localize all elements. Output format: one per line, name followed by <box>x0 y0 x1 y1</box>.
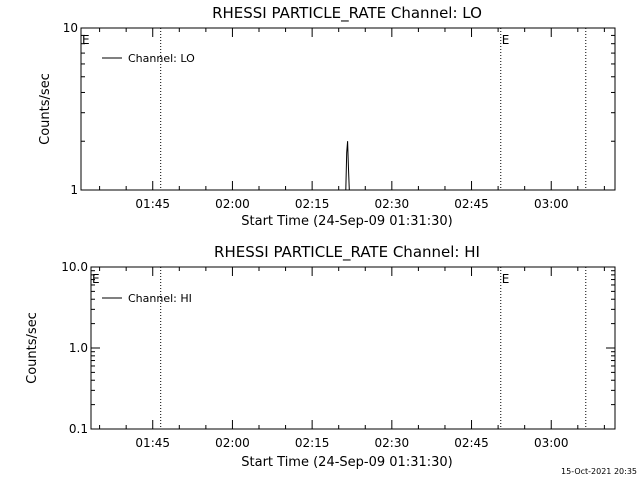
x-axis-label-lo: Start Time (24-Sep-09 01:31:30) <box>241 214 452 229</box>
y-tick-label: 1.0 <box>69 341 88 355</box>
x-tick-label: 01:45 <box>135 436 170 450</box>
chart-title-hi: RHESSI PARTICLE_RATE Channel: HI <box>214 243 480 262</box>
legend-hi: Channel: HI <box>102 292 192 305</box>
y-tick-label: 10.0 <box>61 260 88 274</box>
y-tick-label: 0.1 <box>69 422 88 436</box>
x-axis-lo: 01:45 02:00 02:15 02:30 02:45 03:00 <box>99 28 605 211</box>
x-tick-label: 03:00 <box>534 197 569 211</box>
y-tick-label: 10 <box>63 21 78 35</box>
y-axis-label-lo: Counts/sec <box>38 73 53 145</box>
y-tick-label: 1 <box>70 183 78 197</box>
legend-label-lo: Channel: LO <box>128 52 195 65</box>
event-marker-label: E <box>82 33 90 47</box>
x-tick-label: 02:45 <box>454 436 489 450</box>
y-axis-lo: 1 10 <box>63 21 615 197</box>
x-tick-label: 02:00 <box>215 197 250 211</box>
footer-timestamp: 15-Oct-2021 20:35 <box>561 467 637 476</box>
series-line-lo <box>344 141 351 191</box>
x-axis-hi: 01:45 02:00 02:15 02:30 02:45 03:00 <box>99 267 605 450</box>
plot-frame-lo <box>80 27 616 191</box>
chart-title-lo: RHESSI PARTICLE_RATE Channel: LO <box>212 4 482 23</box>
event-marker-label: E <box>502 33 510 47</box>
legend-label-hi: Channel: HI <box>128 292 192 305</box>
x-tick-label: 02:15 <box>295 197 330 211</box>
x-tick-label: 02:30 <box>375 436 410 450</box>
y-axis-hi: 0.1 1.0 10.0 <box>61 260 615 436</box>
x-tick-label: 02:15 <box>295 436 330 450</box>
x-tick-label: 01:45 <box>135 197 170 211</box>
x-tick-label: 02:45 <box>454 197 489 211</box>
x-tick-label: 02:00 <box>215 436 250 450</box>
y-axis-label-hi: Counts/sec <box>25 312 40 384</box>
event-marker-label: E <box>92 272 100 286</box>
x-tick-label: 03:00 <box>534 436 569 450</box>
legend-lo: Channel: LO <box>102 52 195 65</box>
x-tick-label: 02:30 <box>375 197 410 211</box>
x-axis-label-hi: Start Time (24-Sep-09 01:31:30) <box>241 455 452 470</box>
event-marker-label: E <box>502 272 510 286</box>
